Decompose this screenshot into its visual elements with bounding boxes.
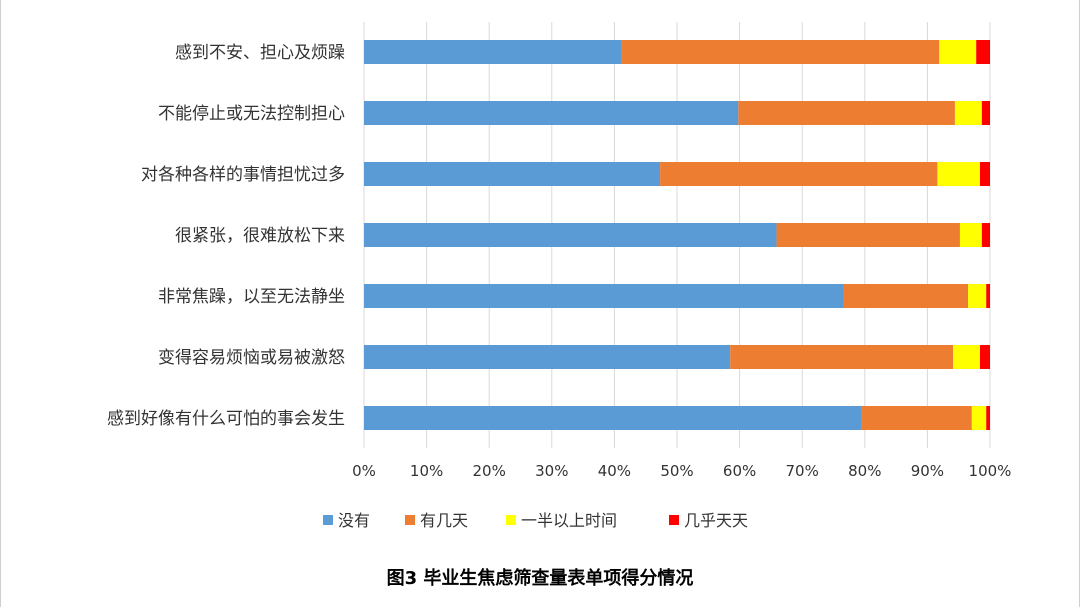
bar-segment bbox=[968, 284, 987, 308]
bar-segment bbox=[730, 345, 954, 369]
bar-segment bbox=[981, 101, 990, 125]
bar-segment bbox=[364, 223, 777, 247]
bar-segment bbox=[660, 162, 938, 186]
x-tick-label: 0% bbox=[352, 462, 376, 480]
x-tick-label: 60% bbox=[723, 462, 756, 480]
legend: 没有 有几天 一半以上时间 几乎天天 bbox=[323, 511, 748, 530]
bar-segment bbox=[979, 162, 990, 186]
x-tick-label: 50% bbox=[660, 462, 693, 480]
x-tick-label: 90% bbox=[911, 462, 944, 480]
x-tick-label: 20% bbox=[473, 462, 506, 480]
bar-segment bbox=[953, 345, 980, 369]
bar-segment bbox=[843, 284, 969, 308]
category-label: 变得容易烦恼或易被激怒 bbox=[158, 348, 345, 368]
legend-label: 一半以上时间 bbox=[521, 511, 617, 530]
x-tick-label: 80% bbox=[848, 462, 881, 480]
x-tick-label: 70% bbox=[786, 462, 819, 480]
category-label: 感到好像有什么可怕的事会发生 bbox=[107, 409, 345, 429]
bar-segment bbox=[981, 223, 990, 247]
bar-segment bbox=[364, 162, 661, 186]
legend-label: 几乎天天 bbox=[684, 511, 748, 530]
legend-swatch bbox=[405, 515, 415, 525]
bar-segment bbox=[976, 40, 990, 64]
bars bbox=[364, 40, 990, 430]
category-labels: 感到不安、担心及烦躁不能停止或无法控制担心对各种各样的事情担忧过多很紧张，很难放… bbox=[107, 43, 345, 429]
legend-swatch bbox=[669, 515, 679, 525]
category-label: 对各种各样的事情担忧过多 bbox=[141, 165, 345, 185]
x-tick-label: 100% bbox=[969, 462, 1012, 480]
legend-label: 有几天 bbox=[420, 511, 468, 530]
bar-segment bbox=[621, 40, 940, 64]
category-label: 不能停止或无法控制担心 bbox=[158, 104, 345, 124]
bar-segment bbox=[959, 223, 982, 247]
figure-caption: 图3 毕业生焦虑筛查量表单项得分情况 bbox=[387, 567, 694, 589]
category-label: 非常焦躁，以至无法静坐 bbox=[158, 287, 345, 307]
category-label: 很紧张，很难放松下来 bbox=[175, 226, 345, 246]
bar-segment bbox=[364, 101, 739, 125]
bar-segment bbox=[364, 406, 862, 430]
x-tick-label: 10% bbox=[410, 462, 443, 480]
x-tick-label: 40% bbox=[598, 462, 631, 480]
bar-segment bbox=[861, 406, 972, 430]
bar-segment bbox=[954, 101, 982, 125]
legend-swatch bbox=[506, 515, 516, 525]
bar-segment bbox=[776, 223, 960, 247]
category-label: 感到不安、担心及烦躁 bbox=[175, 43, 345, 63]
bar-segment bbox=[738, 101, 955, 125]
bar-segment bbox=[364, 345, 731, 369]
bar-segment bbox=[364, 40, 622, 64]
legend-label: 没有 bbox=[338, 511, 370, 530]
bar-segment bbox=[986, 406, 990, 430]
bar-segment bbox=[937, 162, 980, 186]
x-tick-labels: 0% 10% 20% 30% 40% 50% 60% 70% 80% 90% 100% bbox=[352, 462, 1011, 480]
bar-segment bbox=[971, 406, 987, 430]
bar-segment bbox=[986, 284, 990, 308]
x-tick-label: 30% bbox=[535, 462, 568, 480]
bar-segment bbox=[939, 40, 977, 64]
legend-swatch bbox=[323, 515, 333, 525]
bar-segment bbox=[979, 345, 990, 369]
bar-segment bbox=[364, 284, 844, 308]
